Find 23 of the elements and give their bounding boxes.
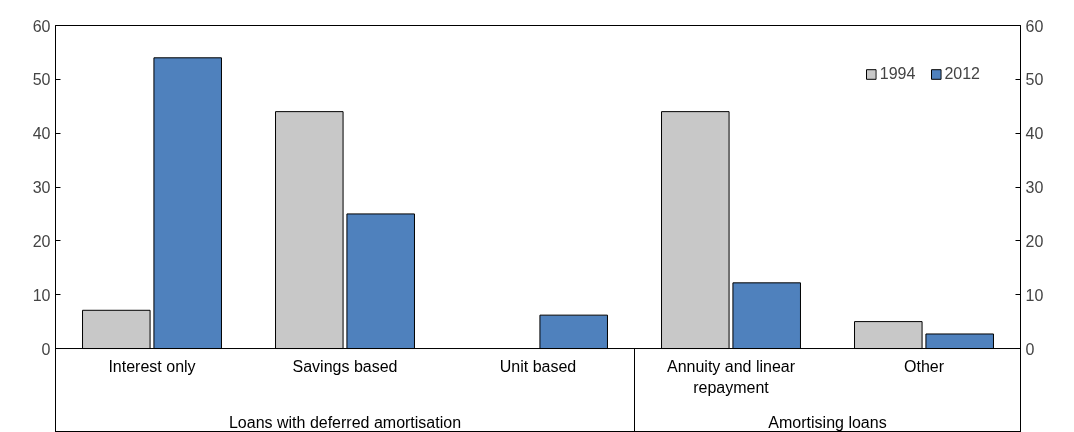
x-tick-label: Interest only — [108, 358, 196, 376]
y-tick-label: 30 — [32, 179, 51, 197]
y-tick-label: 40 — [32, 125, 51, 143]
y2-tick-label: 30 — [1025, 179, 1044, 197]
y-tick-label: 60 — [32, 17, 51, 35]
y-tick-label: 0 — [41, 340, 51, 358]
legend-label: 2012 — [944, 65, 980, 83]
legend-label: 1994 — [879, 65, 916, 83]
y2-tick-label: 0 — [1025, 340, 1035, 358]
y2-tick-label: 60 — [1025, 17, 1044, 35]
y2-tick-label: 20 — [1025, 232, 1044, 250]
x-tick-label: Savings based — [292, 358, 398, 376]
x-tick-label: Annuity and linear repayment — [666, 358, 796, 397]
text: Loans with deferred amortisation — [228, 413, 462, 431]
y2-tick-label: 40 — [1025, 125, 1044, 143]
y2-tick-label: 10 — [1025, 286, 1044, 304]
y-tick-label: 20 — [32, 232, 51, 250]
x-tick-label: Other — [903, 358, 945, 376]
y-tick-label: 50 — [32, 71, 51, 89]
x-tick-label: Unit based — [499, 358, 577, 376]
y-tick-label: 10 — [32, 286, 51, 304]
text: Amortising loans — [768, 413, 887, 431]
y2-tick-label: 50 — [1025, 71, 1044, 89]
